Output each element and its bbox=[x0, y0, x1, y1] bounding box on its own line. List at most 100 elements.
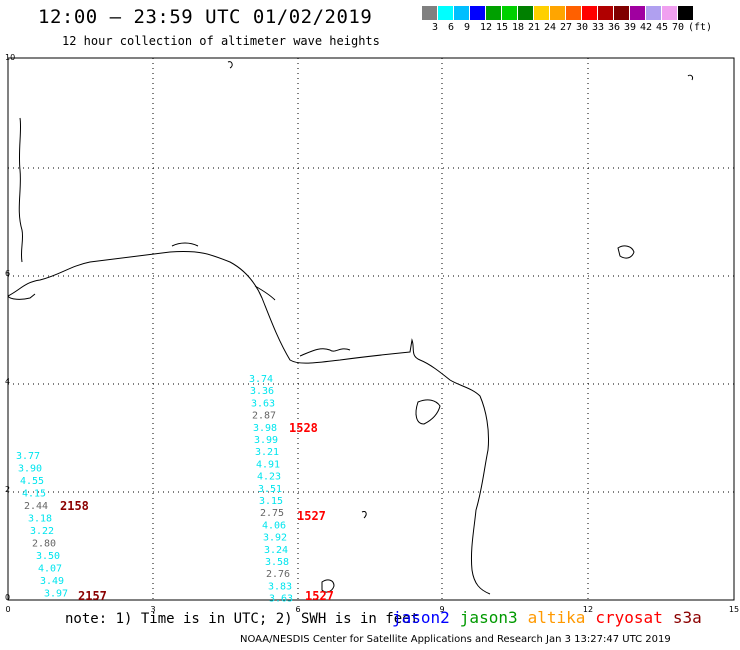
pass-id-label: 1527 bbox=[297, 509, 326, 523]
wave-height-value: 3.98 bbox=[253, 423, 277, 434]
legend-label: 36 bbox=[608, 22, 621, 33]
legend-label: 24 bbox=[544, 22, 557, 33]
pass-id-label: 1527 bbox=[305, 589, 334, 603]
y-tick-label: 6 bbox=[5, 269, 10, 278]
legend-swatch bbox=[630, 6, 646, 20]
y-tick-labels: 0 2 4 6 10 bbox=[5, 53, 15, 602]
legend-label: 21 bbox=[528, 22, 541, 33]
legend-label: 42 bbox=[640, 22, 653, 33]
legend-label: 33 bbox=[592, 22, 605, 33]
wave-height-value: 3.50 bbox=[36, 551, 60, 562]
legend-swatch bbox=[678, 6, 694, 20]
wave-height-value: 2.80 bbox=[32, 539, 56, 550]
page-subtitle: 12 hour collection of altimeter wave hei… bbox=[62, 34, 380, 48]
wave-height-value: 4.91 bbox=[256, 459, 280, 470]
x-tick-label: 0 bbox=[5, 605, 10, 614]
wave-height-value: 3.18 bbox=[28, 514, 52, 525]
wave-height-value: 3.63 bbox=[269, 594, 293, 605]
legend-label: 45 bbox=[656, 22, 669, 33]
legend-swatch bbox=[486, 6, 502, 20]
x-tick-label: 12 bbox=[583, 605, 593, 614]
legend-swatch bbox=[454, 6, 470, 20]
coastline bbox=[7, 61, 693, 595]
legend-swatch bbox=[470, 6, 486, 20]
satellite-label-s3a: s3a bbox=[672, 608, 702, 627]
legend-swatch bbox=[502, 6, 518, 20]
wave-height-value: 3.36 bbox=[250, 386, 274, 397]
legend-swatch bbox=[566, 6, 582, 20]
legend-label: 12 bbox=[480, 22, 493, 33]
wave-height-value: 4.15 bbox=[22, 489, 46, 500]
legend-swatch bbox=[662, 6, 678, 20]
legend-label: 27 bbox=[560, 22, 573, 33]
wave-height-value: 2.44 bbox=[24, 501, 48, 512]
y-tick-label: 0 bbox=[5, 593, 10, 602]
y-tick-label: 10 bbox=[5, 53, 15, 62]
wave-height-value: 3.21 bbox=[255, 447, 279, 458]
wave-height-value: 3.90 bbox=[18, 464, 42, 475]
pass-id-label: 2157 bbox=[78, 589, 107, 603]
legend-swatch bbox=[614, 6, 630, 20]
legend-label: 9 bbox=[464, 22, 471, 33]
wave-height-value: 4.55 bbox=[20, 476, 44, 487]
legend-swatch bbox=[438, 6, 454, 20]
legend-swatch bbox=[422, 6, 438, 20]
wave-height-value: 3.51 bbox=[258, 484, 282, 495]
legend-swatch bbox=[598, 6, 614, 20]
wave-height-value: 2.87 bbox=[252, 411, 276, 422]
legend-swatch bbox=[518, 6, 534, 20]
legend-label: 70 bbox=[672, 22, 685, 33]
plot-frame bbox=[7, 57, 735, 601]
altimeter-tracks: 3.77 3.904.55 4.152.44 3.183.22 2.803.50 4.07… bbox=[16, 374, 334, 605]
wave-height-value: 3.92 bbox=[263, 533, 287, 544]
wave-height-value: 3.97 bbox=[44, 589, 68, 600]
legend-label: 15 bbox=[496, 22, 509, 33]
credit-line: NOAA/NESDIS Center for Satellite Applica… bbox=[240, 634, 671, 645]
wave-height-value: 4.06 bbox=[262, 520, 286, 531]
legend-label: (ft) bbox=[688, 22, 713, 33]
wave-height-value: 3.24 bbox=[264, 545, 288, 556]
y-tick-label: 4 bbox=[5, 377, 10, 386]
wave-height-value: 2.75 bbox=[260, 508, 284, 519]
legend-swatches bbox=[422, 6, 694, 20]
color-legend: 3 6 9 12 15 18 21 24 27 30 33 36 39 42 45 70 (ft) bbox=[422, 6, 712, 34]
footnote: note: 1) Time is in UTC; 2) SWH is in fe… bbox=[65, 611, 420, 627]
wave-height-value: 3.99 bbox=[254, 435, 278, 446]
wave-height-value: 3.22 bbox=[30, 526, 54, 537]
legend-label: 18 bbox=[512, 22, 525, 33]
satellite-label-jason3: jason3 bbox=[459, 608, 518, 627]
x-tick-label: 6 bbox=[295, 605, 300, 614]
y-tick-label: 2 bbox=[5, 485, 10, 494]
wave-height-value: 3.49 bbox=[40, 576, 64, 587]
wave-height-value: 3.15 bbox=[259, 496, 283, 507]
legend-label: 6 bbox=[448, 22, 455, 33]
grid-lines bbox=[8, 58, 734, 600]
satellite-legend: jason2 jason3 altika cryosat s3a bbox=[392, 608, 712, 627]
wave-height-value: 3.58 bbox=[265, 557, 289, 568]
wave-height-value: 3.63 bbox=[251, 398, 275, 409]
legend-label: 3 bbox=[432, 22, 439, 33]
legend-swatch bbox=[534, 6, 550, 20]
satellite-label-cryosat: cryosat bbox=[595, 608, 663, 627]
page-title: 12:00 – 23:59 UTC 01/02/2019 bbox=[38, 6, 373, 28]
wave-height-value: 4.07 bbox=[38, 564, 62, 575]
satellite-label-jason2: jason2 bbox=[392, 608, 450, 627]
legend-swatch bbox=[646, 6, 662, 20]
pass-id-label: 2158 bbox=[60, 499, 89, 513]
legend-labels: 3 6 9 12 15 18 21 24 27 30 33 36 39 42 45 70 (ft) bbox=[422, 20, 712, 34]
x-tick-label: 15 bbox=[729, 605, 739, 614]
legend-label: 30 bbox=[576, 22, 589, 33]
wave-height-value: 3.83 bbox=[268, 581, 292, 592]
x-tick-label: 9 bbox=[439, 605, 444, 614]
legend-swatch bbox=[550, 6, 566, 20]
wave-height-value: 4.23 bbox=[257, 472, 281, 483]
wave-height-value: 3.77 bbox=[16, 451, 40, 462]
pass-id-label: 1528 bbox=[289, 421, 318, 435]
legend-swatch bbox=[582, 6, 598, 20]
x-tick-labels: 0 3 6 9 12 15 bbox=[5, 605, 739, 614]
wave-height-value: 2.76 bbox=[266, 569, 290, 580]
satellite-label-altika: altika bbox=[527, 608, 586, 627]
x-tick-label: 3 bbox=[150, 605, 155, 614]
wave-height-value: 3.74 bbox=[249, 374, 273, 385]
